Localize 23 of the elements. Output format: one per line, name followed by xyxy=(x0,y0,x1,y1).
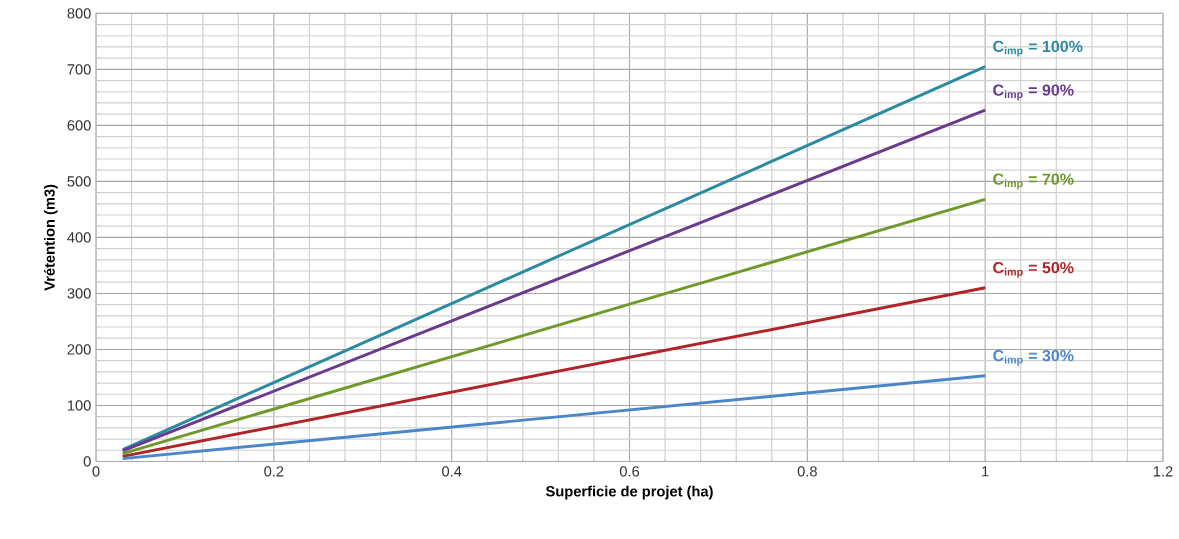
x-axis-title: Superficie de projet (ha) xyxy=(545,485,713,500)
series-label: C$_{imp}$ = 50% xyxy=(993,262,1074,278)
y-tick-label: 500 xyxy=(67,176,91,187)
series-label: C$_{imp}$ = 30% xyxy=(993,350,1074,366)
y-tick-label: 0 xyxy=(83,456,91,467)
x-tick-label: 0.6 xyxy=(619,466,640,477)
x-tick-label: 0 xyxy=(92,466,100,477)
x-tick-label: 1.2 xyxy=(1153,466,1173,477)
series-label: C$_{imp}$ = 100% xyxy=(993,40,1083,57)
series-label: C$_{imp}$ = 90% xyxy=(993,84,1074,101)
y-tick-label: 700 xyxy=(67,64,91,75)
y-tick-label: 400 xyxy=(67,232,91,243)
y-tick-label: 100 xyxy=(67,400,91,411)
y-tick-label: 800 xyxy=(67,8,91,19)
x-tick-label: 1 xyxy=(982,466,989,477)
y-tick-label: 300 xyxy=(67,288,91,299)
y-tick-label: 600 xyxy=(67,120,91,131)
y-axis-title: Vrétention (m3) xyxy=(43,184,58,291)
x-tick-label: 0.8 xyxy=(797,466,817,477)
series-label: C$_{imp}$ = 70% xyxy=(993,173,1074,190)
x-tick-label: 0.4 xyxy=(442,466,462,477)
x-tick-label: 0.2 xyxy=(264,466,284,477)
y-tick-label: 200 xyxy=(67,344,91,355)
